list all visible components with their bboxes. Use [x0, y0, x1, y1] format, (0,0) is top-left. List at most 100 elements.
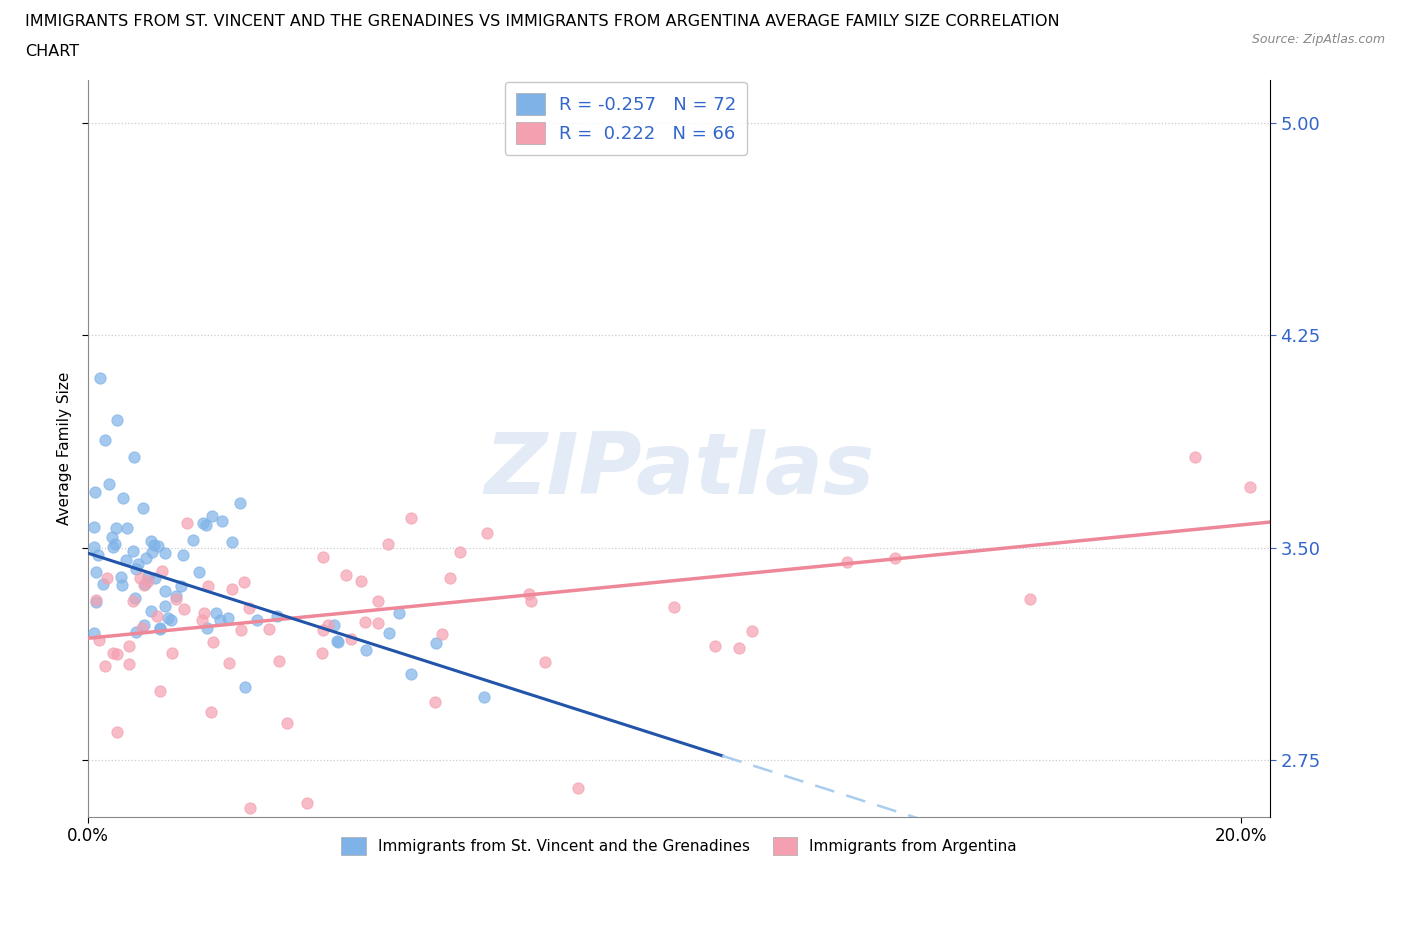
Point: [181, 533, 204, 548]
Point: [153, 583, 176, 598]
Point: [84, 592, 107, 607]
Point: [87, 548, 110, 563]
Point: [111, 578, 134, 592]
Point: [367, 593, 389, 608]
Point: [399, 511, 422, 525]
Point: [139, 534, 162, 549]
Point: [149, 684, 172, 698]
Point: [326, 634, 349, 649]
Point: [312, 623, 335, 638]
Point: [117, 520, 139, 535]
Point: [195, 518, 218, 533]
Point: [339, 631, 361, 646]
Point: [399, 666, 422, 681]
Text: CHART: CHART: [25, 44, 79, 59]
Point: [84, 485, 107, 499]
Point: [423, 694, 446, 709]
Point: [883, 551, 905, 565]
Point: [170, 578, 193, 593]
Point: [141, 545, 163, 560]
Point: [135, 551, 157, 566]
Point: [520, 593, 543, 608]
Point: [84, 594, 107, 609]
Point: [200, 705, 222, 720]
Point: [238, 601, 260, 616]
Point: [211, 513, 233, 528]
Point: [197, 578, 219, 593]
Point: [149, 620, 172, 635]
Text: IMMIGRANTS FROM ST. VINCENT AND THE GRENADINES VS IMMIGRANTS FROM ARGENTINA AVER: IMMIGRANTS FROM ST. VINCENT AND THE GREN…: [25, 14, 1060, 29]
Point: [93, 658, 115, 673]
Point: [159, 613, 181, 628]
Point: [91, 577, 114, 591]
Point: [153, 546, 176, 561]
Point: [202, 634, 225, 649]
Point: [101, 646, 124, 661]
Point: [232, 574, 254, 589]
Point: [118, 638, 141, 653]
Point: [129, 570, 152, 585]
Point: [112, 491, 135, 506]
Point: [517, 587, 540, 602]
Point: [276, 716, 298, 731]
Point: [221, 535, 243, 550]
Point: [354, 643, 377, 658]
Point: [165, 589, 187, 604]
Point: [94, 432, 117, 447]
Point: [835, 554, 858, 569]
Point: [139, 604, 162, 618]
Point: [567, 781, 589, 796]
Point: [132, 500, 155, 515]
Point: [534, 655, 557, 670]
Point: [432, 626, 454, 641]
Point: [86, 565, 108, 579]
Point: [107, 646, 129, 661]
Point: [157, 610, 180, 625]
Point: [266, 608, 288, 623]
Point: [297, 795, 319, 810]
Point: [477, 525, 499, 540]
Point: [188, 565, 211, 579]
Point: [193, 605, 215, 620]
Point: [741, 623, 763, 638]
Point: [218, 655, 240, 670]
Point: [105, 724, 128, 739]
Point: [127, 557, 149, 572]
Point: [728, 641, 751, 656]
Point: [105, 413, 128, 428]
Point: [176, 516, 198, 531]
Point: [104, 521, 127, 536]
Point: [311, 645, 333, 660]
Point: [449, 545, 471, 560]
Point: [83, 539, 105, 554]
Point: [173, 601, 195, 616]
Point: [335, 568, 357, 583]
Point: [425, 635, 447, 650]
Point: [132, 618, 155, 632]
Point: [703, 639, 725, 654]
Point: [155, 599, 177, 614]
Point: [89, 370, 111, 385]
Point: [378, 626, 401, 641]
Point: [118, 657, 141, 671]
Point: [115, 552, 138, 567]
Point: [367, 616, 389, 631]
Point: [148, 538, 170, 553]
Point: [101, 529, 124, 544]
Point: [132, 578, 155, 592]
Point: [1239, 480, 1261, 495]
Point: [83, 520, 105, 535]
Point: [125, 625, 148, 640]
Point: [201, 509, 224, 524]
Point: [87, 632, 110, 647]
Point: [439, 571, 461, 586]
Point: [354, 615, 377, 630]
Point: [1184, 449, 1206, 464]
Point: [269, 653, 291, 668]
Point: [349, 574, 371, 589]
Text: ZIPatlas: ZIPatlas: [484, 429, 875, 512]
Text: Source: ZipAtlas.com: Source: ZipAtlas.com: [1251, 33, 1385, 46]
Point: [472, 689, 495, 704]
Point: [312, 550, 335, 565]
Point: [257, 622, 280, 637]
